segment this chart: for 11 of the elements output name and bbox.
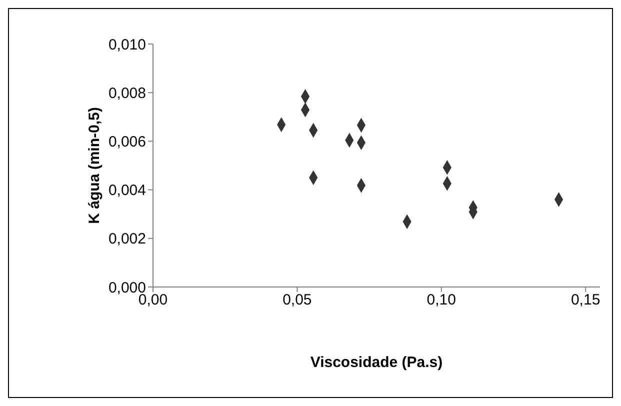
y-tick-label: 0,006 xyxy=(108,134,146,151)
y-tick-label: 0,010 xyxy=(108,36,146,54)
y-tick-label: 0,004 xyxy=(108,182,146,200)
x-tick-label: 0,00 xyxy=(138,292,168,309)
x-axis-title: Viscosidade (Pa.s) xyxy=(310,354,443,371)
x-tick-label: 0,15 xyxy=(570,292,600,309)
x-tick-label: 0,05 xyxy=(282,292,312,309)
x-tick-label: 0,10 xyxy=(426,292,456,309)
y-tick-label: 0,008 xyxy=(108,84,146,102)
y-tick-label: 0,002 xyxy=(108,230,146,248)
y-axis-title: K água (min-0,5) xyxy=(86,107,103,224)
